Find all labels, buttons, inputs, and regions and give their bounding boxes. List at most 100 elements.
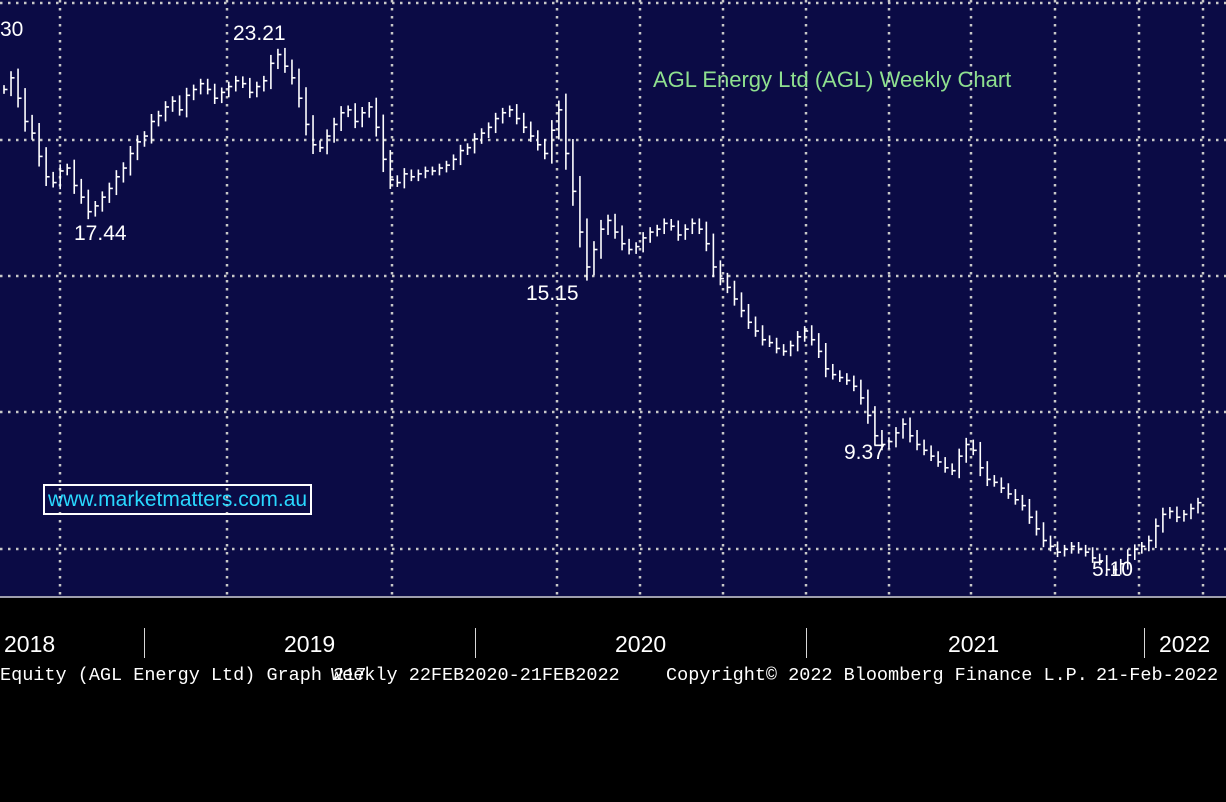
price-bar: [424, 166, 429, 179]
price-bar: [923, 439, 928, 456]
price-bar: [958, 448, 963, 479]
price-bar: [522, 112, 528, 134]
price-bar: [382, 114, 387, 173]
year-tick: [1144, 628, 1145, 658]
price-bar: [347, 105, 352, 118]
year-tick: [806, 628, 807, 658]
price-bar: [593, 241, 598, 276]
price-bar: [1141, 541, 1146, 554]
price-bar: [220, 87, 226, 104]
price-bar: [52, 171, 57, 188]
price-bar: [719, 260, 724, 286]
price-bar: [31, 114, 36, 140]
annotation-30: 30: [0, 18, 24, 41]
footer-date: 21-Feb-2022: [1096, 665, 1219, 686]
price-bar: [333, 117, 338, 143]
annotation-23-21: 23.21: [233, 22, 286, 45]
price-bar: [508, 105, 514, 118]
chart-title: AGL Energy Ltd (AGL) Weekly Chart: [653, 67, 1012, 92]
year-tick: [144, 628, 145, 658]
price-bar: [487, 122, 493, 139]
price-bar: [761, 325, 767, 346]
price-bar: [1148, 535, 1153, 552]
price-bar: [754, 316, 760, 337]
price-bar: [902, 418, 907, 439]
price-bar: [192, 84, 198, 101]
price-bar: [558, 100, 563, 140]
price-bar: [846, 373, 851, 385]
footer: Equity (AGL Energy Ltd) Graph 217 Weekly…: [0, 662, 1226, 690]
price-bar: [670, 218, 675, 231]
price-bar: [501, 107, 507, 124]
annotation-17-44: 17.44: [74, 222, 127, 245]
price-bar: [1190, 503, 1195, 520]
price-bar: [944, 457, 949, 473]
watermark-link[interactable]: www.marketmatters.com.au: [43, 484, 313, 516]
price-bar: [1070, 541, 1076, 554]
price-bar: [663, 218, 668, 235]
price-bar: [796, 331, 802, 352]
price-bar: [445, 160, 450, 173]
price-bar: [340, 106, 345, 132]
price-bar: [185, 87, 191, 118]
price-bar: [712, 233, 717, 278]
price-bar: [494, 112, 500, 134]
price-bar: [256, 81, 261, 98]
price-bar: [298, 68, 303, 108]
price-bar: [3, 85, 8, 94]
price-bar: [1098, 553, 1104, 566]
price-bar: [1126, 549, 1132, 570]
price-bar: [129, 145, 134, 176]
price-bar: [101, 191, 106, 212]
price-bar: [452, 154, 458, 171]
price-bar: [579, 175, 584, 248]
price-bar: [649, 227, 654, 243]
price-bar: [705, 221, 710, 252]
price-bar: [24, 88, 29, 132]
price-bar: [733, 280, 738, 306]
price-bar: [227, 81, 233, 98]
price-bar: [586, 218, 591, 281]
price-bar: [431, 166, 436, 176]
annotation-9-37: 9.37: [844, 441, 885, 464]
price-bar: [284, 47, 289, 73]
price-bar: [326, 129, 331, 155]
price-bar: [972, 439, 977, 456]
price-bars-layer: [3, 47, 1202, 576]
price-bar: [59, 164, 64, 190]
price-bar: [1028, 498, 1033, 524]
price-bar: [1105, 555, 1111, 576]
price-bar: [1014, 489, 1019, 505]
price-bar: [831, 363, 837, 380]
price-bar: [122, 162, 127, 183]
price-bar: [73, 159, 78, 194]
price-bar: [143, 131, 148, 147]
price-bar: [684, 224, 689, 240]
price-bar: [94, 200, 99, 217]
price-bar: [536, 130, 542, 151]
price-bar: [775, 337, 781, 354]
price-bar: [1084, 544, 1090, 557]
price-bar: [1162, 507, 1167, 533]
price-bar: [930, 445, 935, 462]
price-bar: [810, 325, 816, 346]
price-bar: [319, 140, 324, 153]
price-bar: [565, 93, 570, 170]
price-bar: [621, 225, 626, 251]
price-bar: [459, 144, 465, 166]
footer-range: Weekly 22FEB2020-21FEB2022: [331, 665, 620, 686]
price-bar: [691, 218, 696, 235]
price-bar: [1155, 518, 1160, 549]
price-bar: [1021, 494, 1026, 511]
price-bar: [529, 121, 535, 142]
price-bar: [515, 104, 521, 125]
annotation-5-10: 5.10: [1092, 558, 1133, 581]
price-bar: [677, 220, 682, 241]
price-bar: [87, 189, 92, 220]
price-bar: [909, 417, 914, 443]
x-axis: [0, 598, 1226, 660]
x-tick-label: 2022: [1159, 631, 1211, 657]
price-bar: [1133, 544, 1139, 560]
price-bar: [642, 232, 647, 253]
price-bar: [607, 214, 612, 235]
